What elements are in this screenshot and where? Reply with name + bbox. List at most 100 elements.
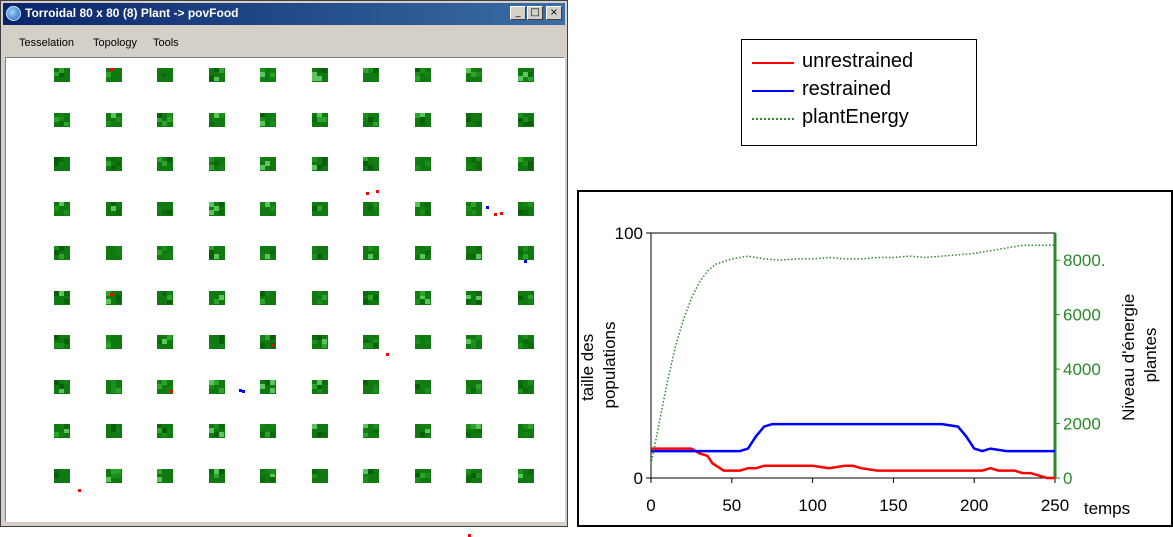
plant-patch <box>54 290 70 305</box>
plant-pixel <box>115 472 121 478</box>
plant-patch <box>414 112 431 127</box>
plant-pixel <box>213 468 219 474</box>
plant-pixel <box>373 120 378 126</box>
plant-pixel <box>517 343 523 348</box>
plant-pixel <box>476 383 481 389</box>
plant-pixel <box>517 250 523 255</box>
plant-pixel <box>316 468 322 474</box>
plant-pixel <box>162 339 167 344</box>
y-axis-left-label-line2: populations <box>600 322 619 409</box>
plant-pixel <box>59 254 64 259</box>
plant-pixel <box>157 468 162 474</box>
plant-pixel <box>424 428 430 433</box>
y-right-tick-label: 2000 <box>1063 415 1101 434</box>
plant-pixel <box>321 432 327 437</box>
plant-pixel <box>316 165 322 170</box>
plant-pixel <box>162 250 167 255</box>
close-button[interactable]: × <box>546 6 562 20</box>
plant-pixel <box>476 254 481 259</box>
plant-pixel <box>419 383 425 389</box>
plant-pixel <box>476 472 481 478</box>
plant-pixel <box>517 383 523 389</box>
plant-patch <box>157 468 173 483</box>
plant-pixel <box>527 116 533 122</box>
plant-pixel <box>522 209 528 215</box>
plant-patch <box>363 157 379 171</box>
plant-pixel <box>527 379 533 385</box>
plant-pixel <box>59 290 64 296</box>
plant-patch <box>105 335 122 349</box>
population-chart: 0 50 100 150 200 250 0 100 0 2000 4000 6000 8000. ta… <box>577 190 1173 527</box>
simulation-grid-canvas[interactable] <box>5 57 565 537</box>
plant-patch <box>260 68 276 82</box>
plant-pixel <box>218 424 224 429</box>
plant-pixel <box>59 383 64 389</box>
plant-pixel <box>424 165 430 170</box>
plant-pixel <box>167 165 172 170</box>
plant-pixel <box>167 72 172 77</box>
plant-pixel <box>167 298 172 304</box>
window-titlebar[interactable]: Torroidal 80 x 80 (8) Plant -> povFood _… <box>3 3 565 25</box>
plant-pixel <box>208 250 214 255</box>
plant-pixel <box>363 476 368 482</box>
plant-pixel <box>522 387 528 393</box>
series-line-restrained <box>651 422 1055 453</box>
minimize-button[interactable]: _ <box>510 6 526 20</box>
plant-pixel <box>213 424 219 429</box>
plant-pixel <box>208 209 214 215</box>
plant-pixel <box>105 339 111 344</box>
plant-pixel <box>157 335 162 340</box>
plant-pixel <box>208 468 214 474</box>
plant-pixel <box>368 254 373 259</box>
plant-pixel <box>157 383 162 389</box>
plant-pixel <box>419 432 425 437</box>
plant-patch <box>414 201 431 216</box>
plant-pixel <box>260 432 265 437</box>
plant-patch <box>414 379 431 394</box>
plant-pixel <box>311 335 317 340</box>
plant-pixel <box>110 335 116 340</box>
plant-patch <box>157 68 173 82</box>
plant-pixel <box>527 76 533 81</box>
restrained-agent <box>524 260 527 263</box>
plant-patch <box>414 246 431 260</box>
plant-pixel <box>419 205 425 211</box>
plant-patch <box>311 112 328 127</box>
plant-pixel <box>373 209 378 215</box>
unrestrained-agent <box>366 192 369 195</box>
plant-pixel <box>363 379 368 385</box>
plant-pixel <box>157 157 162 162</box>
menu-tools[interactable]: Tools <box>153 37 179 49</box>
plant-pixel <box>64 339 69 344</box>
plant-pixel <box>321 254 327 259</box>
y-right-tick-label: 6000 <box>1063 306 1101 325</box>
plant-pixel <box>311 72 317 77</box>
plant-patch <box>260 157 276 171</box>
plant-pixel <box>471 209 476 215</box>
plant-pixel <box>110 424 116 429</box>
unrestrained-agent <box>386 353 389 356</box>
menu-tesselation[interactable]: Tesselation <box>19 37 75 49</box>
plant-pixel <box>59 343 64 348</box>
plant-patch <box>105 290 122 305</box>
plant-pixel <box>115 72 121 77</box>
plant-pixel <box>373 76 378 81</box>
plant-pixel <box>368 294 373 300</box>
plant-pixel <box>167 209 172 215</box>
plant-pixel <box>368 116 373 122</box>
plant-pixel <box>59 116 64 122</box>
plant-patch <box>311 379 328 394</box>
plant-pixel <box>368 343 373 348</box>
menu-topology[interactable]: Topology <box>93 37 138 49</box>
plant-pixel <box>363 209 368 215</box>
plant-pixel <box>115 161 121 166</box>
maximize-button[interactable]: □ <box>527 6 543 20</box>
plant-patch <box>311 335 328 349</box>
plant-pixel <box>321 161 327 166</box>
unrestrained-agent <box>170 390 173 393</box>
plant-pixel <box>424 161 430 166</box>
plant-pixel <box>424 209 430 215</box>
plant-pixel <box>260 116 265 122</box>
plant-pixel <box>54 72 59 77</box>
plant-patch <box>54 68 70 82</box>
